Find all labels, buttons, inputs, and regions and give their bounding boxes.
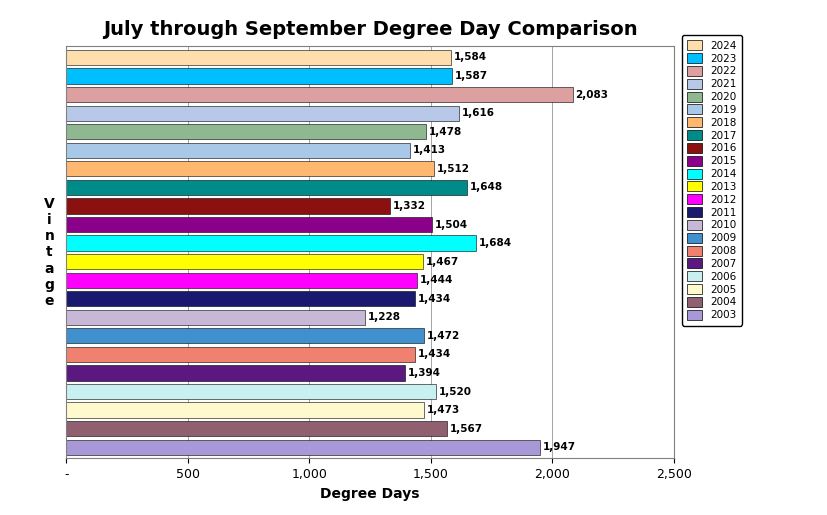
Bar bbox=[66, 50, 452, 65]
Bar bbox=[66, 365, 405, 381]
Bar bbox=[66, 291, 415, 306]
Text: 1,520: 1,520 bbox=[438, 387, 471, 397]
Text: 1,947: 1,947 bbox=[543, 442, 576, 452]
Bar bbox=[66, 384, 436, 399]
Bar bbox=[66, 106, 459, 121]
Bar bbox=[66, 254, 423, 269]
Text: 1,567: 1,567 bbox=[450, 424, 483, 434]
Bar bbox=[66, 272, 418, 288]
Bar bbox=[66, 403, 424, 418]
Text: 1,228: 1,228 bbox=[368, 312, 400, 322]
Text: 1,648: 1,648 bbox=[470, 182, 503, 193]
Text: 1,584: 1,584 bbox=[454, 53, 487, 62]
Text: 1,413: 1,413 bbox=[413, 145, 446, 156]
Bar bbox=[66, 180, 467, 195]
Text: 1,473: 1,473 bbox=[428, 405, 461, 415]
Bar bbox=[66, 198, 390, 214]
Text: 1,467: 1,467 bbox=[426, 256, 459, 267]
Text: 1,394: 1,394 bbox=[408, 368, 441, 378]
Text: 1,434: 1,434 bbox=[418, 294, 451, 304]
Text: 1,587: 1,587 bbox=[455, 71, 488, 81]
Bar bbox=[66, 68, 452, 83]
Text: 1,444: 1,444 bbox=[420, 275, 453, 285]
Bar bbox=[66, 217, 432, 232]
Y-axis label: V
i
n
t
a
g
e: V i n t a g e bbox=[44, 197, 55, 308]
Text: 1,512: 1,512 bbox=[437, 164, 470, 174]
Bar bbox=[66, 235, 476, 251]
Text: 1,472: 1,472 bbox=[427, 331, 461, 341]
Text: 2,083: 2,083 bbox=[576, 90, 609, 99]
Bar bbox=[66, 143, 409, 158]
Text: 1,434: 1,434 bbox=[418, 349, 451, 359]
Bar bbox=[66, 310, 365, 325]
Bar bbox=[66, 440, 539, 455]
Bar bbox=[66, 421, 447, 436]
Text: 1,332: 1,332 bbox=[393, 201, 426, 211]
Text: 1,684: 1,684 bbox=[479, 238, 512, 248]
Legend: 2024, 2023, 2022, 2021, 2020, 2019, 2018, 2017, 2016, 2015, 2014, 2013, 2012, 20: 2024, 2023, 2022, 2021, 2020, 2019, 2018… bbox=[682, 35, 742, 325]
Bar bbox=[66, 328, 424, 344]
Bar bbox=[66, 124, 426, 140]
Text: 1,504: 1,504 bbox=[435, 219, 468, 230]
Bar bbox=[66, 87, 572, 102]
Text: 1,616: 1,616 bbox=[462, 108, 495, 118]
Bar bbox=[66, 347, 415, 362]
Title: July through September Degree Day Comparison: July through September Degree Day Compar… bbox=[103, 20, 638, 39]
Text: 1,478: 1,478 bbox=[428, 127, 461, 136]
X-axis label: Degree Days: Degree Days bbox=[320, 487, 420, 501]
Bar bbox=[66, 161, 434, 177]
